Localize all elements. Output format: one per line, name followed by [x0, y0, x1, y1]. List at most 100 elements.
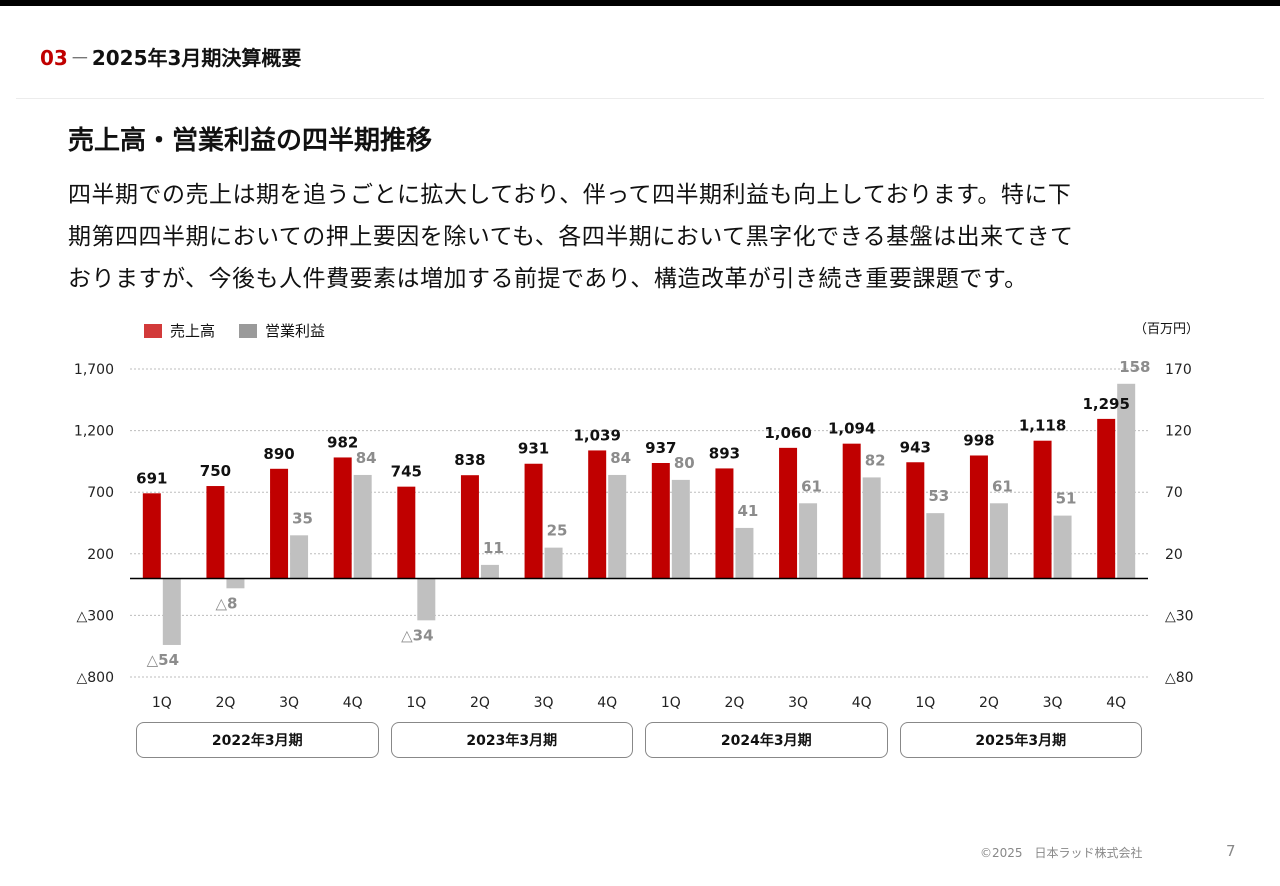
sales-data-label: 745	[391, 463, 422, 481]
legend-swatch-sales	[144, 323, 162, 338]
profit-bar	[862, 477, 881, 579]
profit-bar	[1117, 383, 1136, 579]
section-header: 03 － 2025年3月期決算概要	[40, 42, 301, 71]
x-tick-label: 2Q	[724, 695, 744, 711]
fiscal-year-box: 2023年3月期	[390, 722, 633, 758]
sales-data-label: 838	[454, 451, 485, 469]
profit-data-label: △8	[215, 594, 237, 612]
header-divider	[16, 98, 1264, 99]
x-tick-label: 3Q	[1043, 695, 1063, 711]
footer-copyright: ©2025 日本ラッド株式会社	[980, 846, 1143, 860]
fiscal-year-label: 2023年3月期	[466, 733, 558, 749]
sales-bar	[651, 463, 670, 579]
y-right-tick-label: 170	[1165, 362, 1192, 378]
fiscal-year-label: 2024年3月期	[720, 733, 812, 749]
x-tick-label: 4Q	[852, 695, 872, 711]
y-left-tick-label: △800	[77, 670, 115, 686]
sales-data-label: 1,039	[573, 426, 620, 444]
x-tick-label: 3Q	[279, 695, 299, 711]
profit-bar	[671, 479, 690, 579]
sales-data-label: 1,295	[1082, 395, 1129, 413]
profit-data-label: 84	[356, 449, 377, 467]
fiscal-year-box: 2025年3月期	[899, 722, 1142, 758]
profit-data-label: 25	[547, 522, 568, 540]
y-left-tick-label: 1,200	[74, 424, 114, 440]
sales-bar	[1033, 440, 1052, 579]
profit-data-label: 35	[292, 509, 313, 527]
y-right-tick-label: 20	[1165, 547, 1183, 563]
profit-data-label: 51	[1056, 490, 1077, 508]
profit-data-label: 82	[865, 451, 886, 469]
sales-data-label: 691	[136, 469, 167, 487]
unit-label: （百万円）	[1134, 322, 1200, 337]
profit-bar	[226, 578, 245, 589]
y-right-tick-label: 70	[1165, 485, 1183, 501]
x-tick-label: 4Q	[597, 695, 617, 711]
sales-bar	[270, 468, 289, 579]
profit-bar	[353, 474, 372, 579]
x-tick-label: 2Q	[979, 695, 999, 711]
sales-bar	[715, 468, 734, 579]
x-tick-label: 4Q	[1106, 695, 1126, 711]
profit-data-label: △54	[147, 651, 179, 669]
x-tick-label: 1Q	[152, 695, 172, 711]
fiscal-year-box: 2022年3月期	[136, 722, 379, 758]
profit-bar	[608, 474, 627, 579]
sales-bar	[969, 455, 988, 579]
profit-bar	[1053, 515, 1072, 579]
sales-bar	[206, 486, 225, 579]
sales-data-label: 893	[709, 444, 740, 462]
sales-bar	[906, 462, 925, 579]
sales-data-label: 931	[518, 440, 549, 458]
section-title: 2025年3月期決算概要	[91, 46, 302, 70]
sales-data-label: 890	[263, 445, 294, 463]
y-left-tick-label: 700	[87, 485, 114, 501]
profit-data-label: △34	[401, 626, 433, 644]
fiscal-year-label: 2022年3月期	[211, 733, 303, 749]
profit-bar	[799, 503, 818, 579]
x-tick-label: 2Q	[470, 695, 490, 711]
sales-data-label: 1,118	[1019, 417, 1066, 435]
x-tick-label: 3Q	[534, 695, 554, 711]
profit-data-label: 61	[992, 477, 1013, 495]
body-line: 期第四四半期においての押上要因を除いても、各四半期において黒字化できる基盤は出来…	[68, 224, 1074, 250]
y-left-tick-label: △300	[77, 608, 115, 624]
profit-bar	[926, 513, 945, 579]
sales-bar	[333, 457, 352, 579]
y-left-tick-label: 1,700	[74, 362, 114, 378]
sales-bar	[1097, 418, 1116, 579]
x-tick-label: 1Q	[661, 695, 681, 711]
profit-bar	[480, 564, 499, 579]
sales-data-label: 982	[327, 433, 358, 451]
x-tick-label: 4Q	[343, 695, 363, 711]
profit-data-label: 41	[737, 502, 758, 520]
legend-label-profit: 営業利益	[265, 322, 326, 340]
body-line: 四半期での売上は期を追うごとに拡大しており、伴って四半期利益も向上しております。…	[68, 182, 1072, 208]
legend-label-sales: 売上高	[170, 322, 216, 340]
x-tick-label: 3Q	[788, 695, 808, 711]
body-text: 四半期での売上は期を追うごとに拡大しており、伴って四半期利益も向上しております。…	[68, 174, 1208, 300]
x-tick-label: 1Q	[406, 695, 426, 711]
profit-data-label: 61	[801, 477, 822, 495]
fiscal-year-box: 2024年3月期	[645, 722, 888, 758]
profit-bar	[544, 547, 563, 579]
sales-data-label: 1,060	[764, 424, 811, 442]
sales-data-label: 1,094	[828, 420, 875, 438]
sales-bar	[842, 443, 861, 579]
legend-swatch-profit	[239, 323, 258, 338]
y-right-tick-label: △30	[1165, 608, 1194, 624]
y-left-tick-label: 200	[87, 547, 114, 563]
y-right-tick-label: △80	[1165, 670, 1194, 686]
chart-legend: 売上高 営業利益	[144, 320, 349, 341]
profit-data-label: 11	[483, 539, 504, 557]
x-tick-label: 1Q	[915, 695, 935, 711]
profit-bar	[417, 578, 436, 621]
fiscal-year-label: 2025年3月期	[975, 733, 1067, 749]
profit-bar	[290, 535, 309, 579]
top-bar	[0, 0, 1280, 6]
profit-data-label: 158	[1119, 358, 1150, 376]
sales-data-label: 750	[200, 462, 231, 480]
body-line: おりますが、今後も人件費要素は増加する前提であり、構造改革が引き続き重要課題です…	[68, 266, 1028, 292]
slide-title: 売上高・営業利益の四半期推移	[68, 126, 433, 156]
